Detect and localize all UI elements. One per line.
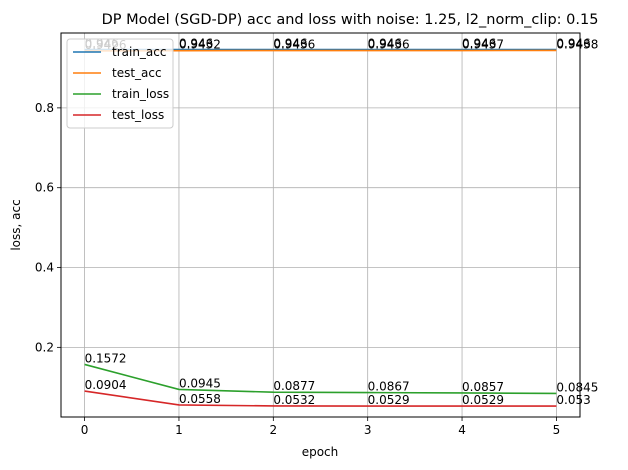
data-label-train-loss: 0.1572: [85, 351, 127, 365]
data-label-train-loss: 0.0877: [273, 379, 315, 393]
data-label-test-acc: 0.9438: [556, 37, 598, 51]
grid: [61, 33, 580, 417]
data-label-test-acc: 0.9432: [179, 38, 221, 52]
x-axis-ticks: 0 1 2 3 4 5: [81, 417, 560, 437]
data-label-train-acc: 0.946: [273, 37, 307, 51]
data-label-test-acc: 0.9436: [368, 38, 410, 52]
legend-entry: train_loss: [112, 87, 169, 101]
legend-entry: test_acc: [112, 66, 162, 80]
data-label-train-acc: 0.946: [368, 37, 402, 51]
data-label-train-loss: 0.0867: [368, 380, 410, 394]
legend: train_acc test_acc train_loss test_loss: [66, 38, 174, 129]
y-axis-label: loss, acc: [9, 199, 23, 250]
x-axis-label: epoch: [302, 445, 339, 459]
y-tick-label: 0.8: [35, 101, 54, 115]
data-label-test-loss: 0.053: [556, 393, 590, 407]
legend-entry: test_loss: [112, 108, 164, 122]
data-label-test-loss: 0.0532: [273, 393, 315, 407]
data-label-train-loss: 0.0857: [462, 380, 504, 394]
series-line-test-loss: [84, 390, 557, 407]
data-label-test-loss: 0.0529: [368, 393, 410, 407]
data-label-test-loss: 0.0904: [85, 378, 127, 392]
data-label-test-acc: 0.9436: [273, 38, 315, 52]
x-tick-label: 4: [458, 423, 466, 437]
data-label-train-acc: 0.946: [556, 37, 590, 51]
plot-frame: [60, 32, 581, 418]
legend-box: [66, 38, 174, 129]
y-axis-ticks: 0.2 0.4 0.6 0.8: [35, 101, 61, 354]
y-tick-label: 0.4: [35, 261, 54, 275]
x-tick-label: 0: [81, 423, 89, 437]
data-label-test-loss: 0.0558: [179, 392, 221, 406]
series-line-train-loss: [84, 363, 557, 395]
legend-entry: train_acc: [112, 45, 166, 59]
data-label-train-loss: 0.0945: [179, 376, 221, 390]
data-label-test-acc: 0.9437: [462, 38, 504, 52]
x-tick-label: 5: [553, 423, 561, 437]
data-label-train-acc: 0.946: [179, 37, 213, 51]
data-label-train-loss: 0.0845: [556, 380, 598, 394]
y-tick-label: 0.6: [35, 181, 54, 195]
chart-title: DP Model (SGD-DP) acc and loss with nois…: [102, 12, 599, 28]
x-tick-label: 2: [269, 423, 277, 437]
data-label-train-acc: 0.946: [462, 37, 496, 51]
x-tick-label: 3: [364, 423, 372, 437]
data-label-test-loss: 0.0529: [462, 393, 504, 407]
x-tick-label: 1: [175, 423, 183, 437]
y-tick-label: 0.2: [35, 340, 54, 354]
